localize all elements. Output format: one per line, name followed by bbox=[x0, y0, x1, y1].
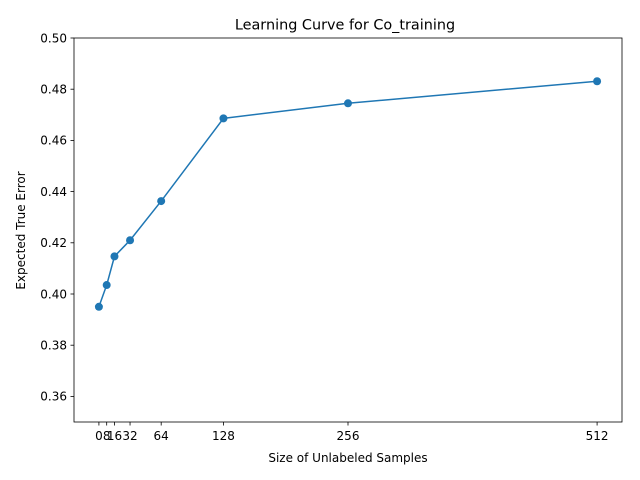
chart-title: Learning Curve for Co_training bbox=[235, 18, 455, 34]
x-tick-label: 256 bbox=[337, 429, 360, 443]
data-point bbox=[157, 197, 166, 206]
x-tick-label: 8 bbox=[103, 429, 111, 443]
y-tick-label: 0.42 bbox=[40, 236, 67, 250]
x-axis-label: Size of Unlabeled Samples bbox=[268, 451, 427, 465]
y-axis-label: Expected True Error bbox=[14, 171, 28, 289]
data-point bbox=[94, 302, 103, 311]
y-tick-label: 0.38 bbox=[40, 339, 67, 353]
plot-area: 0.36 0.38 0.40 0.42 0.44 0.46 0.48 0.50 0 816 32 64… bbox=[40, 31, 623, 443]
x-tick-label: 16 bbox=[107, 429, 122, 443]
data-point bbox=[110, 252, 119, 261]
x-tick-label: 128 bbox=[212, 429, 235, 443]
data-point bbox=[102, 281, 111, 290]
y-tick-label: 0.48 bbox=[40, 83, 67, 97]
data-point bbox=[126, 236, 135, 245]
y-tick-label: 0.40 bbox=[40, 287, 67, 301]
plot-frame bbox=[73, 37, 623, 423]
data-point bbox=[219, 114, 228, 123]
x-tick-label: 64 bbox=[154, 429, 169, 443]
y-tick-label: 0.44 bbox=[40, 185, 67, 199]
x-tick-label: 32 bbox=[122, 429, 137, 443]
x-tick-label: 512 bbox=[586, 429, 609, 443]
data-point bbox=[344, 99, 352, 108]
data-point bbox=[593, 77, 602, 86]
series-line bbox=[98, 80, 598, 308]
x-tick-label: 0 bbox=[95, 429, 103, 443]
y-tick-label: 0.46 bbox=[40, 134, 67, 148]
y-tick-label: 0.36 bbox=[40, 390, 67, 404]
y-tick-label: 0.50 bbox=[40, 31, 67, 45]
